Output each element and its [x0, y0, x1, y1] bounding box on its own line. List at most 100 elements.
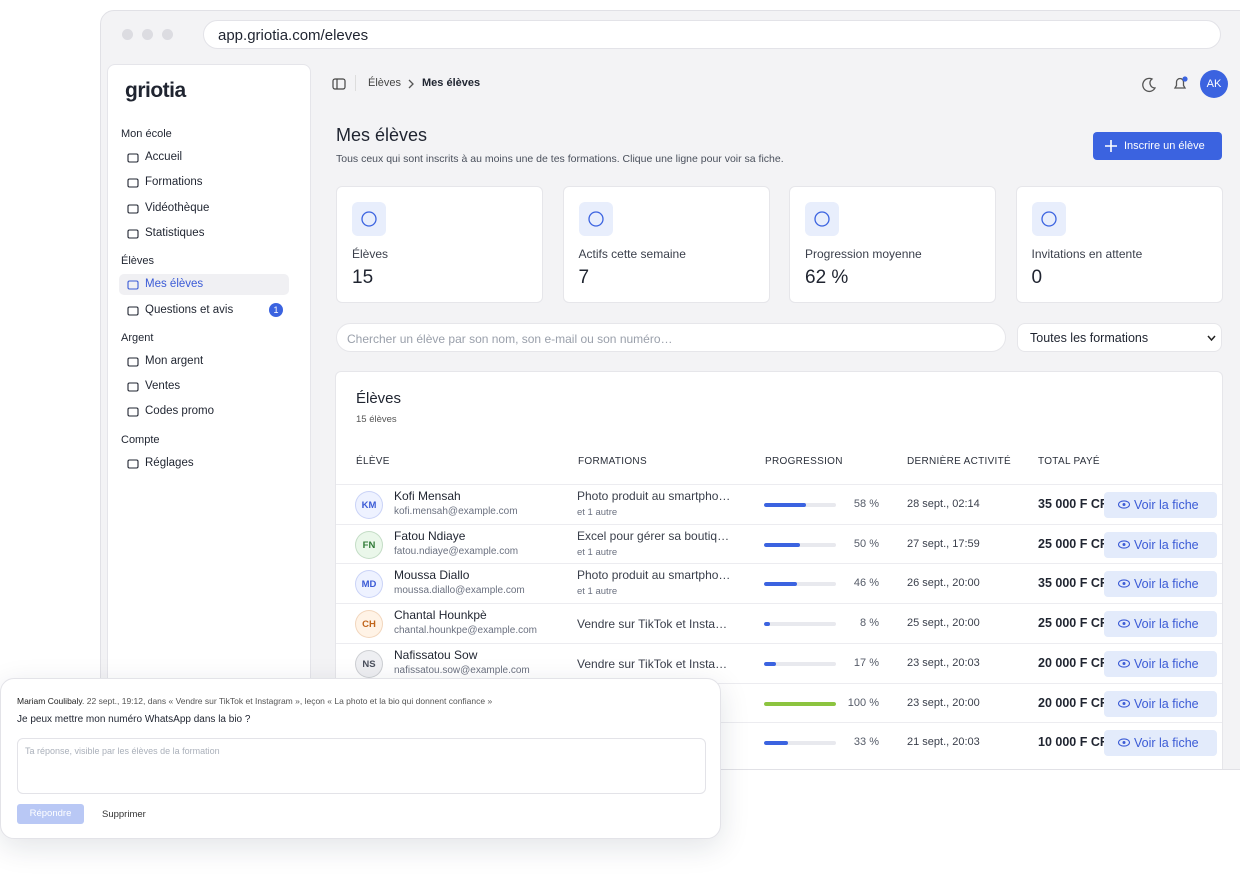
last-activity: 28 sept., 02:14: [907, 498, 980, 510]
progress-label: 17 %: [853, 656, 879, 669]
view-button[interactable]: Voir la fiche: [1104, 650, 1217, 677]
student-avatar: NS: [355, 649, 383, 678]
view-label: Voir la fiche: [1134, 577, 1199, 592]
sidebar-toggle[interactable]: [332, 77, 346, 91]
window-dot: [142, 29, 153, 40]
last-activity: 27 sept., 17:59: [907, 537, 980, 550]
nav-icon: [127, 382, 139, 392]
student-formation: Photo produit au smartpho…: [577, 568, 731, 583]
stat-value: 0: [1031, 267, 1043, 288]
nav-icon: [127, 229, 139, 239]
progress-bar: [764, 503, 806, 507]
nav-section-title: Compte: [121, 433, 160, 446]
nav-label: Codes promo: [145, 405, 215, 418]
total-paid: 20 000 F CFA: [1038, 655, 1116, 670]
student-avatar: MD: [355, 570, 383, 599]
view-button[interactable]: Voir la fiche: [1104, 531, 1217, 558]
sidebar: griotia Mon école Accueil Formations Vidéot…: [107, 64, 311, 769]
progress-track: [764, 622, 836, 627]
reply-textarea[interactable]: Ta réponse, visible par les élèves de la…: [17, 738, 706, 794]
student-email: fatou.ndiaye@example.com: [394, 545, 519, 557]
search-input[interactable]: Chercher un élève par son nom, son e-mai…: [336, 323, 1006, 352]
last-activity: 21 sept., 20:03: [907, 736, 980, 749]
nav-item[interactable]: Mon argent: [119, 351, 289, 372]
stat-value: 15: [352, 267, 374, 288]
student-row[interactable]: 100 % 23 sept., 20:00 20 000 F CFA Voir la …: [336, 682, 1222, 723]
progress-track: [764, 661, 836, 666]
notifications[interactable]: [1171, 75, 1189, 93]
theme-toggle[interactable]: [1141, 77, 1157, 93]
logo[interactable]: griotia: [125, 79, 186, 102]
nav-item[interactable]: Formations: [119, 172, 289, 193]
divider: [355, 75, 356, 91]
view-label: Voir la fiche: [1134, 696, 1199, 711]
chevron: [1207, 335, 1216, 342]
plus-icon: [1105, 140, 1117, 152]
last-activity: 26 sept., 20:00: [907, 577, 980, 590]
student-name: Chantal Hounkpè: [394, 608, 487, 623]
breadcrumb-item[interactable]: Élèves: [368, 77, 402, 89]
stat-value: 62 %: [805, 267, 849, 288]
student-row[interactable]: KM Kofi Mensah kofi.mensah@example.com Phot…: [336, 484, 1222, 524]
url-bar[interactable]: app.griotia.com/eleves: [203, 20, 1221, 49]
stat-glyph: [814, 211, 830, 227]
student-formation: Photo produit au smartpho…: [577, 489, 731, 503]
nav-item[interactable]: Accueil: [119, 147, 289, 168]
total-paid: 25 000 F CFA: [1038, 616, 1116, 631]
nav-label: Mon argent: [145, 354, 204, 367]
view-button[interactable]: Voir la fiche: [1104, 571, 1217, 598]
view-button[interactable]: Voir la fiche: [1104, 730, 1217, 757]
nav-item[interactable]: Vidéothèque: [119, 198, 289, 219]
formation-extra: et 1 autre: [577, 507, 618, 518]
nav-icon: [127, 459, 139, 469]
nav-section-title: Mon école: [121, 128, 172, 140]
stat-card: Élèves 15: [336, 186, 543, 303]
progress-label: 33 %: [853, 736, 879, 749]
nav-icon: [127, 153, 139, 163]
progress-label: 46 %: [853, 577, 879, 590]
student-name: Moussa Diallo: [394, 568, 470, 583]
student-formation: Vendre sur TikTok et Insta…: [577, 617, 728, 632]
view-button[interactable]: Voir la fiche: [1104, 492, 1217, 518]
student-name: Nafissatou Sow: [394, 647, 478, 662]
student-row[interactable]: 33 % 21 sept., 20:03 10 000 F CFA Voir la f…: [336, 722, 1222, 762]
stat-label: Actifs cette semaine: [578, 247, 686, 261]
formation-select[interactable]: Toutes les formations: [1017, 323, 1222, 352]
stat-label: Progression moyenne: [805, 247, 922, 261]
student-avatar: CH: [355, 610, 383, 639]
nav-label: Réglages: [145, 456, 194, 469]
column-header: TOTAL PAYÉ: [1038, 456, 1100, 467]
nav-item[interactable]: Ventes: [119, 376, 289, 397]
nav-item[interactable]: Réglages: [119, 453, 289, 474]
nav-item[interactable]: Codes promo: [119, 401, 289, 422]
eye-icon: [1118, 619, 1130, 628]
student-row[interactable]: FN Fatou Ndiaye fatou.ndiaye@example.com Ex…: [336, 523, 1222, 564]
column-header: PROGRESSION: [765, 456, 843, 467]
last-activity: 23 sept., 20:00: [907, 696, 980, 709]
stat-icon: [352, 202, 386, 236]
view-button[interactable]: Voir la fiche: [1104, 611, 1217, 638]
view-label: Voir la fiche: [1134, 498, 1199, 512]
stat-glyph: [587, 211, 604, 227]
reply-button[interactable]: Répondre: [17, 804, 84, 824]
student-row[interactable]: CH Chantal Hounkpè chantal.hounkpe@example…: [336, 603, 1222, 643]
nav-item[interactable]: Questions et avis 1: [119, 300, 289, 321]
page-title: Mes élèves: [336, 125, 428, 145]
progress-bar: [764, 701, 836, 706]
add-student-button[interactable]: Inscrire un élève: [1093, 132, 1222, 160]
nav-label: Ventes: [145, 380, 181, 393]
nav-label: Accueil: [145, 151, 183, 163]
window-dot: [122, 29, 133, 40]
nav-item[interactable]: Mes élèves: [119, 274, 289, 296]
breadcrumb-current: Mes élèves: [422, 77, 481, 89]
nav-item[interactable]: Statistiques: [119, 223, 289, 244]
user-avatar[interactable]: AK: [1200, 70, 1228, 98]
nav-icon: [127, 305, 139, 316]
student-row[interactable]: MD Moussa Diallo moussa.diallo@example.com…: [336, 563, 1222, 603]
view-button[interactable]: Voir la fiche: [1104, 690, 1217, 717]
question-meta: Mariam Coulibaly. 22 sept., 19:12, dans …: [17, 696, 492, 706]
delete-button[interactable]: Supprimer: [102, 809, 146, 820]
student-row[interactable]: NS Nafissatou Sow nafissatou.sow@example.c…: [336, 642, 1222, 683]
nav-label: Vidéothèque: [145, 201, 210, 214]
breadcrumb-separator: [408, 79, 414, 89]
